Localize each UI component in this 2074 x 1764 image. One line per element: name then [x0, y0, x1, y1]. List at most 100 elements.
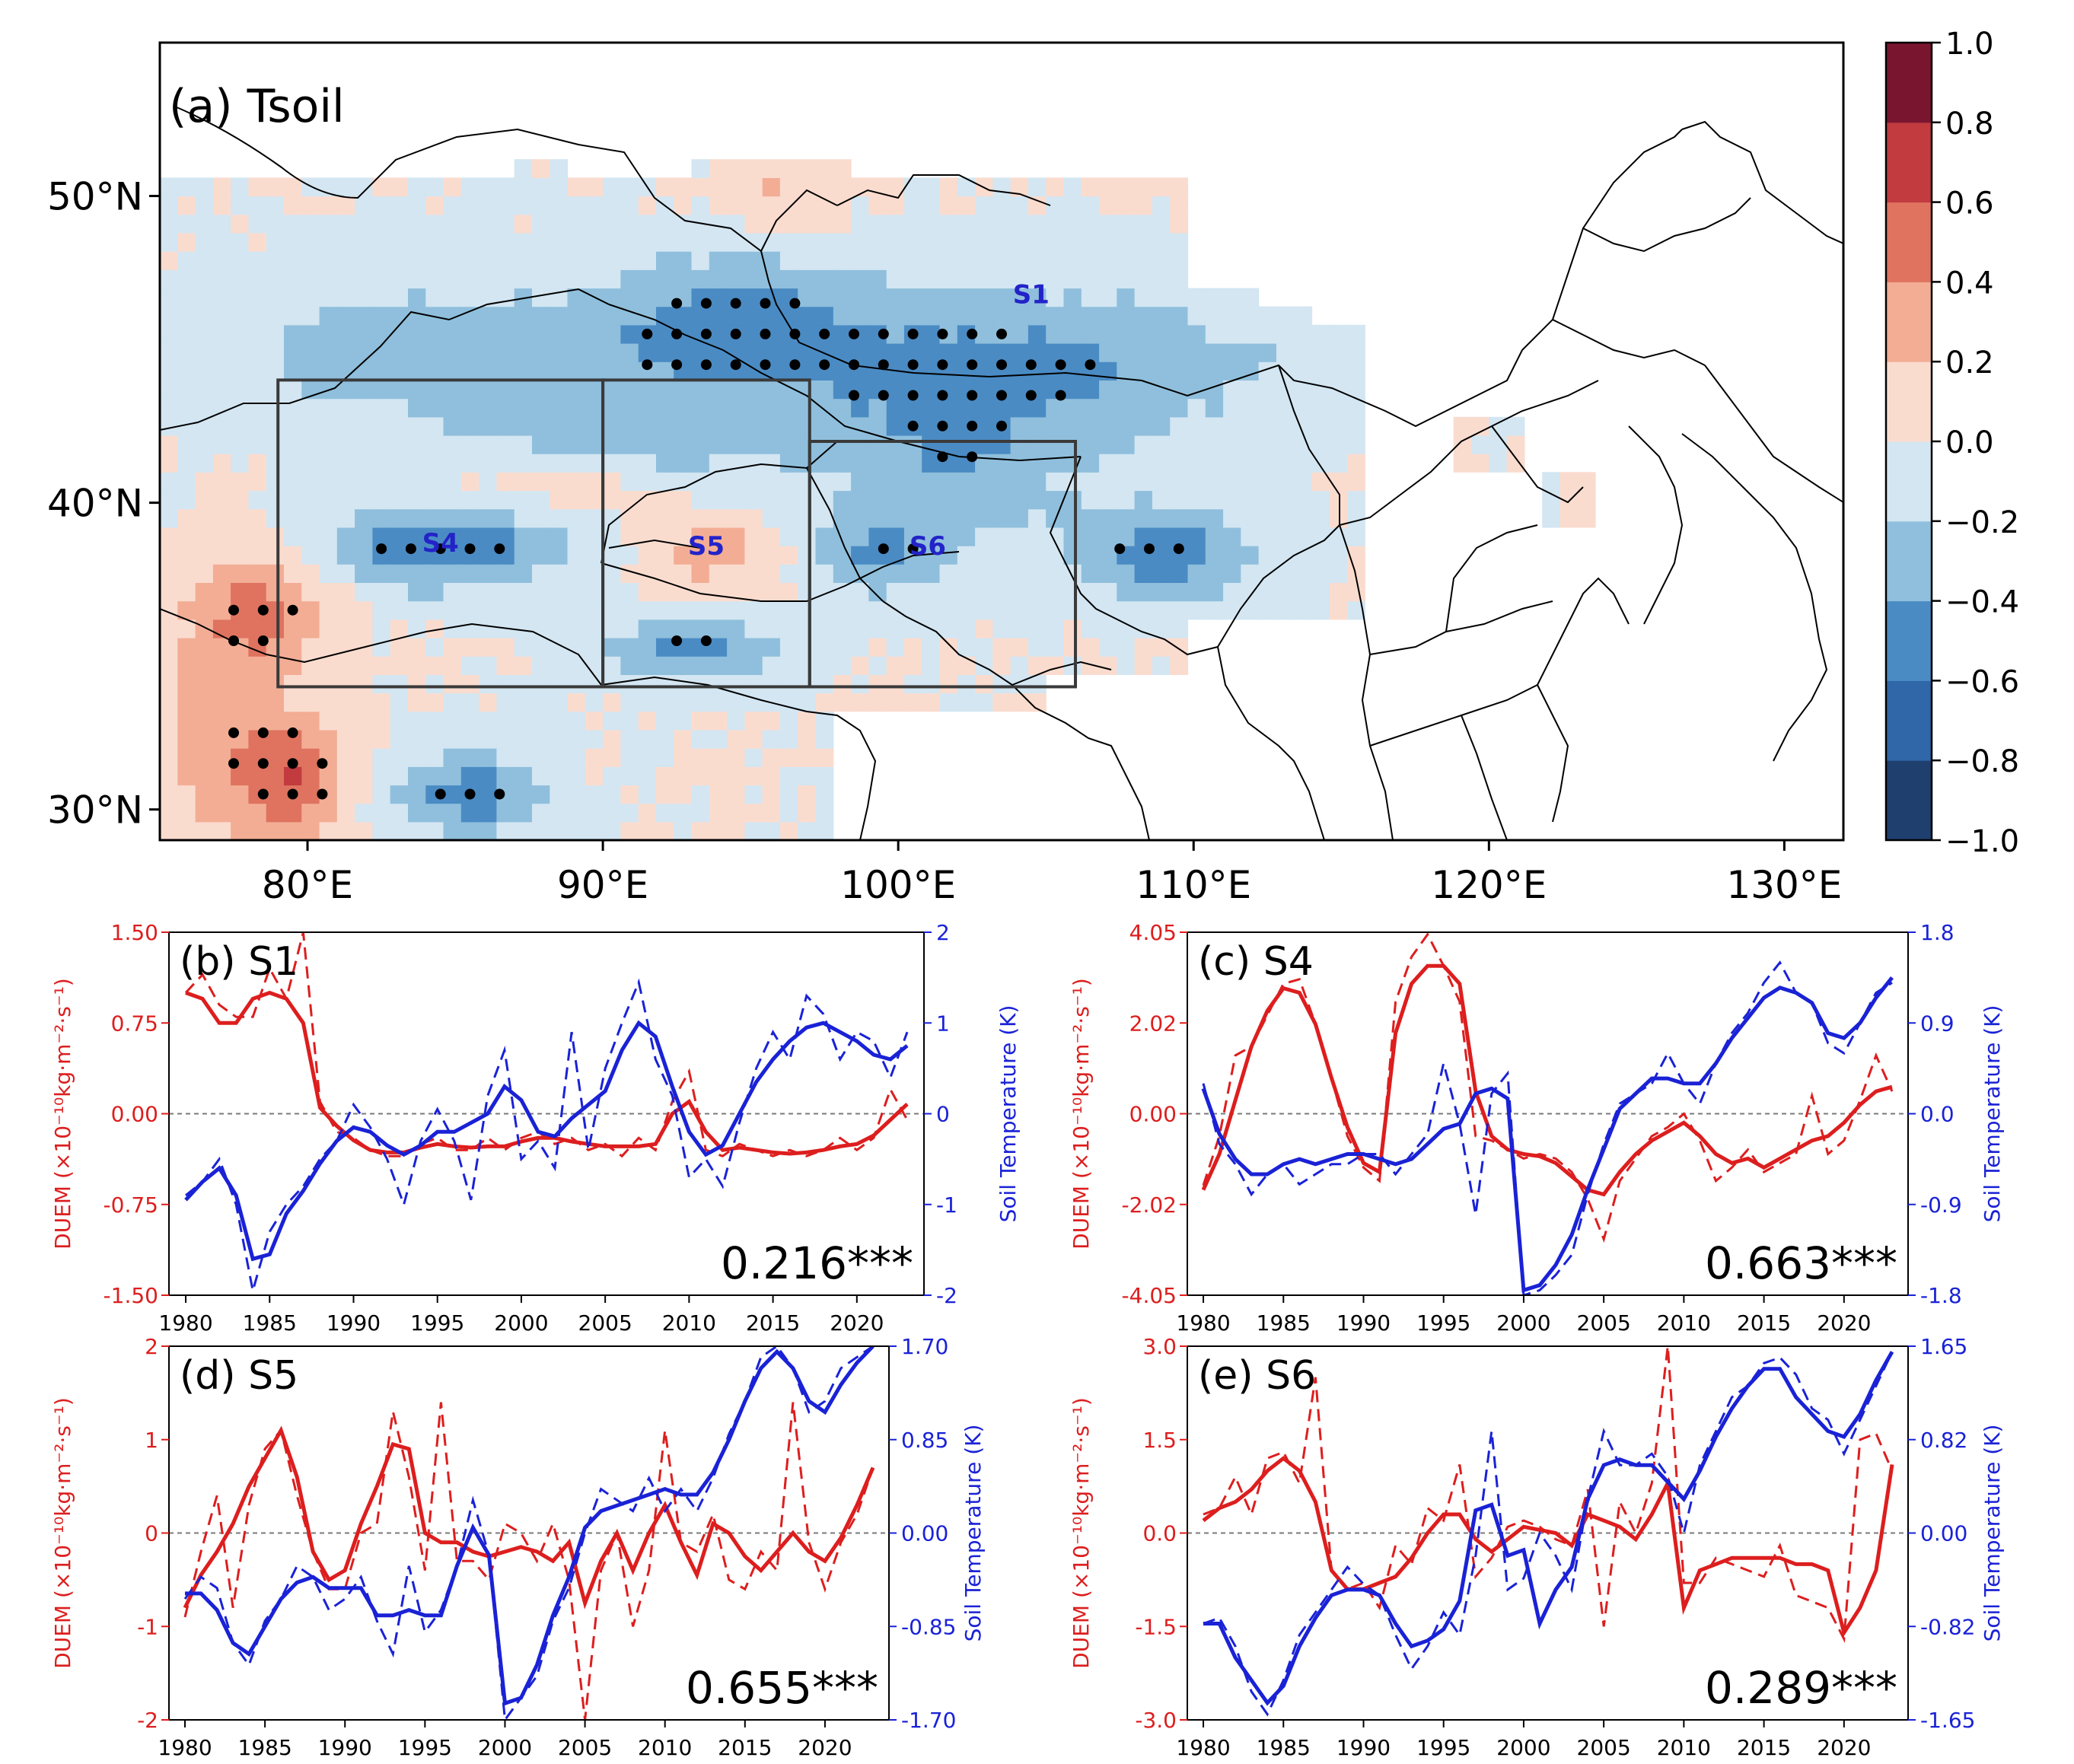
shade-cell: [195, 398, 214, 418]
shade-cell: [212, 785, 231, 804]
shade-cell: [1347, 508, 1365, 528]
shade-cell: [744, 748, 763, 767]
shade-cell: [674, 177, 693, 197]
shade-cell: [550, 398, 569, 418]
shade-cell: [674, 214, 693, 234]
shade-cell: [691, 711, 710, 731]
shade-cell: [408, 803, 426, 823]
shade-cell: [479, 472, 497, 492]
shade-cell: [1170, 527, 1189, 546]
shade-cell: [1152, 546, 1171, 565]
colorbar-segment: [1886, 441, 1932, 522]
shade-cell: [195, 269, 214, 289]
country-province-borders: [160, 106, 1843, 840]
shade-cell: [744, 251, 763, 270]
shade-cell: [550, 324, 569, 344]
shade-cell: [319, 232, 338, 252]
shade-cell: [603, 196, 621, 215]
shade-cell: [1027, 306, 1047, 326]
shade-cell: [674, 766, 693, 786]
shade-cell: [425, 693, 444, 712]
shade-cell: [372, 306, 391, 326]
shade-cell: [851, 232, 869, 252]
shade-cell: [390, 821, 409, 840]
shade-cell: [815, 564, 834, 583]
shade-cell: [266, 269, 285, 289]
shade-cell: [319, 638, 338, 657]
shade-cell: [1117, 582, 1136, 602]
shade-cell: [744, 416, 763, 436]
shade-cell: [638, 564, 657, 583]
shade-cell: [1347, 324, 1365, 344]
shade-cell: [922, 638, 941, 657]
shade-cell: [815, 693, 834, 712]
shade-cell: [798, 821, 817, 840]
shade-cell: [1258, 324, 1277, 344]
stipple-dot: [287, 788, 298, 800]
shade-cell: [744, 269, 763, 289]
shade-cell: [1117, 269, 1136, 289]
shade-cell: [425, 416, 444, 436]
shade-cell: [479, 785, 497, 804]
shade-cell: [1152, 472, 1171, 492]
shade-cell: [195, 729, 214, 749]
shade-cell: [727, 821, 745, 840]
shade-cell: [1329, 546, 1348, 565]
shade-cell: [177, 766, 196, 786]
right-y-tick-label: -0.85: [901, 1614, 956, 1639]
shade-cell: [443, 306, 462, 326]
shade-cell: [1187, 600, 1206, 620]
shade-cell: [603, 729, 621, 749]
shade-cell: [479, 546, 497, 565]
shade-cell: [443, 454, 462, 473]
shade-cell: [762, 490, 781, 510]
shade-cell: [284, 821, 302, 840]
shade-cell: [939, 232, 958, 252]
shade-cell: [514, 656, 533, 675]
shade-cell: [1453, 416, 1472, 436]
shade-cell: [1063, 343, 1082, 362]
shade-cell: [1134, 472, 1153, 492]
shade-cell: [709, 766, 728, 786]
series-tsoil-dashed: [185, 978, 909, 1291]
shade-cell: [1010, 656, 1029, 675]
shade-cell: [674, 398, 693, 418]
shade-cell: [1046, 472, 1065, 492]
shade-cell: [1329, 600, 1348, 620]
shade-cell: [550, 766, 569, 786]
shade-cell: [815, 380, 834, 400]
shade-cell: [496, 508, 515, 528]
shade-cell: [851, 582, 869, 602]
shade-cell: [177, 214, 196, 234]
right-y-tick-label: 0.00: [901, 1521, 948, 1546]
shade-cell: [1117, 251, 1136, 270]
shade-cell: [1170, 196, 1189, 215]
x-tick-label: 1985: [1257, 1735, 1311, 1760]
shade-cell: [355, 803, 373, 823]
shade-cell: [727, 159, 745, 178]
shade-cell: [355, 508, 373, 528]
shade-cell: [975, 251, 993, 270]
shade-cell: [1223, 546, 1241, 565]
shade-cell: [177, 398, 196, 418]
shade-cell: [603, 508, 621, 528]
shade-cell: [1152, 638, 1171, 657]
shade-cell: [1187, 306, 1206, 326]
shade-cell: [939, 214, 958, 234]
shade-cell: [603, 214, 621, 234]
shade-cell: [922, 546, 941, 565]
shade-cell: [177, 343, 196, 362]
shade-cell: [408, 288, 426, 307]
shade-cell: [1134, 527, 1153, 546]
shade-cell: [284, 546, 302, 565]
shade-cell: [266, 490, 285, 510]
shade-cell: [301, 324, 320, 344]
shade-cell: [336, 748, 355, 767]
colorbar-segment: [1886, 202, 1932, 282]
shade-cell: [301, 214, 320, 234]
stipple-dot: [907, 328, 919, 339]
shade-cell: [532, 600, 550, 620]
stipple-dot: [494, 543, 505, 555]
shade-cell: [231, 177, 249, 197]
